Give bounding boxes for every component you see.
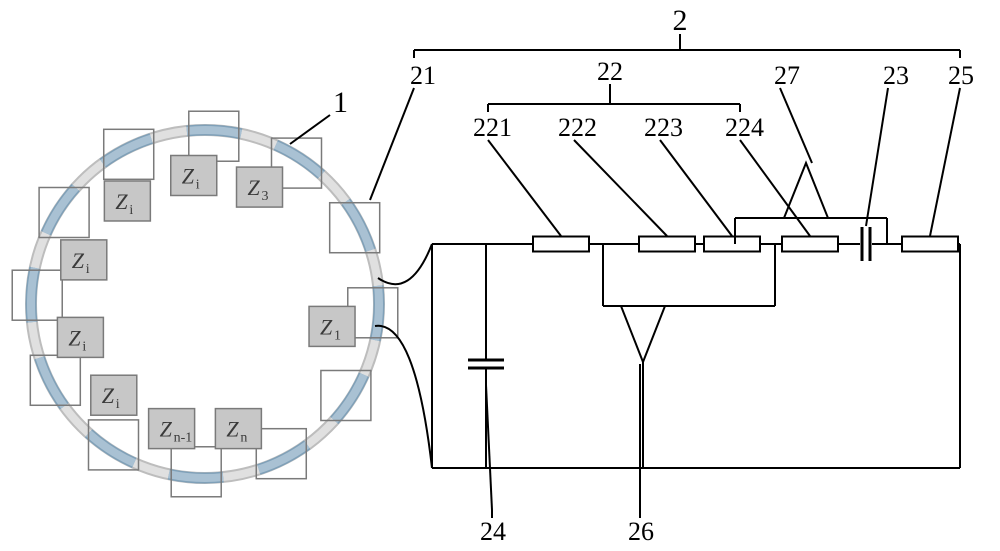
label-26: 26 (628, 517, 654, 546)
impedance-label: Z (68, 325, 81, 350)
label-224: 224 (725, 113, 764, 142)
label-23: 23 (883, 61, 909, 90)
resistor (639, 237, 695, 252)
impedance-subscript: i (82, 339, 86, 354)
impedance-subscript: i (129, 203, 133, 218)
resistor (902, 237, 958, 252)
impedance-label: Z (160, 417, 173, 442)
lead-wire-bottom (375, 326, 432, 468)
lead-wire-top (378, 244, 432, 284)
impedance-label: Z (102, 383, 115, 408)
impedance-label: Z (248, 175, 261, 200)
resistor (782, 237, 838, 252)
impedance-label: Z (182, 163, 195, 188)
impedance-subscript: n (240, 431, 247, 446)
label-1: 1 (333, 86, 348, 119)
impedance-subscript: i (116, 397, 120, 412)
impedance-subscript: n-1 (174, 431, 193, 446)
impedance-subscript: 3 (262, 189, 269, 204)
label-27: 27 (774, 61, 800, 90)
impedance-label: Z (226, 417, 239, 442)
impedance-label: Z (115, 189, 128, 214)
label-22: 22 (597, 57, 623, 86)
resistor (704, 237, 760, 252)
impedance-label: Z (320, 314, 333, 339)
amplifier-26-icon (621, 306, 665, 362)
label-223: 223 (644, 113, 683, 142)
label-25: 25 (948, 61, 974, 90)
impedance-label: Z (72, 248, 85, 273)
label-24: 24 (480, 517, 506, 546)
label-21: 21 (410, 61, 436, 90)
impedance-subscript: i (86, 262, 90, 277)
impedance-subscript: i (196, 177, 200, 192)
label-2: 2 (673, 4, 688, 37)
label-221: 221 (473, 113, 512, 142)
label-222: 222 (558, 113, 597, 142)
impedance-subscript: 1 (334, 328, 341, 343)
resistor (533, 237, 589, 252)
